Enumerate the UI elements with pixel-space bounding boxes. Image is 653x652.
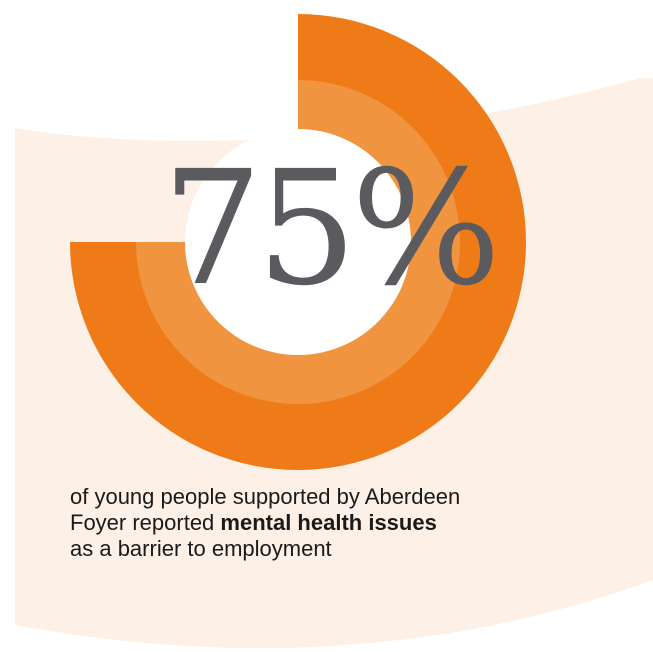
percentage-value: 75%	[162, 137, 501, 321]
caption: of young people supported by Aberdeen Fo…	[70, 484, 610, 562]
donut-center	[185, 129, 411, 355]
caption-line-1: of young people supported by Aberdeen	[70, 484, 461, 509]
caption-highlight: mental health issues	[220, 510, 437, 535]
caption-line-2: Foyer reported mental health issues	[70, 510, 610, 536]
caption-line-3: as a barrier to employment	[70, 536, 332, 561]
caption-line-2-text: Foyer reported	[70, 510, 221, 535]
